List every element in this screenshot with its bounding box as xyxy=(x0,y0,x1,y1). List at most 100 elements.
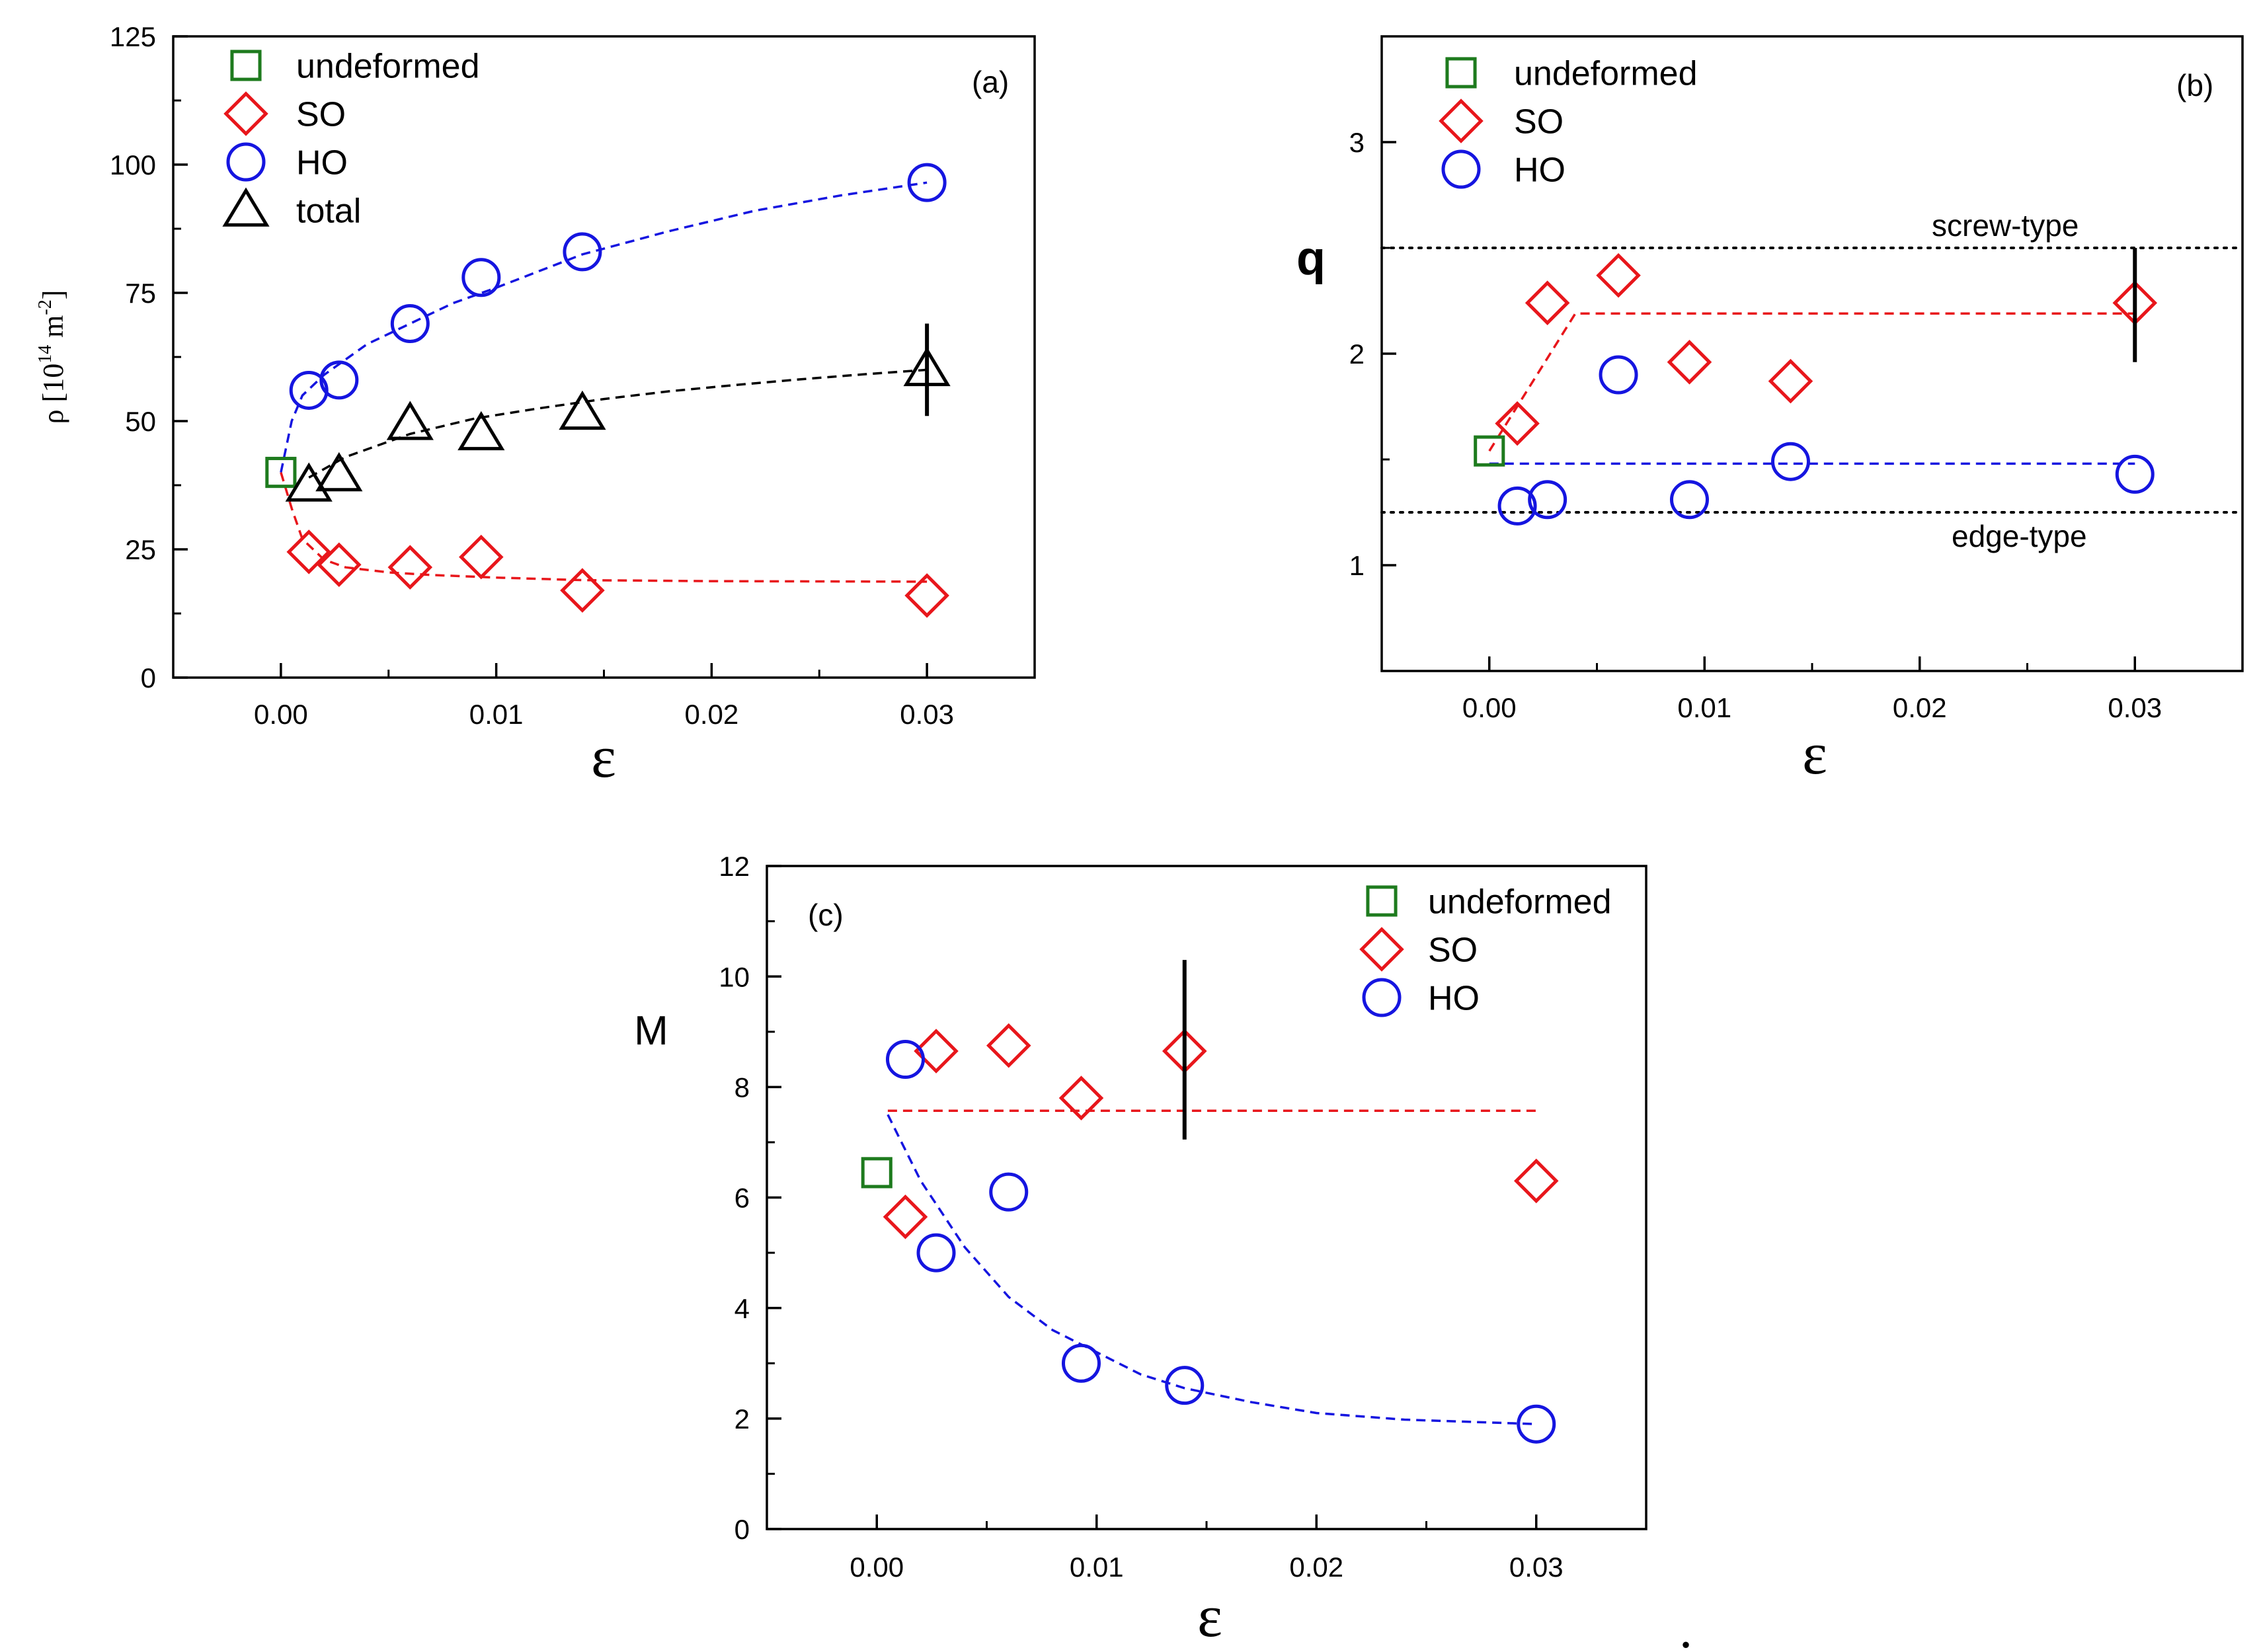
data-point-ho xyxy=(1517,1404,1556,1444)
legend-label: SO xyxy=(1428,931,1478,970)
y-tick-label: 8 xyxy=(734,1072,750,1103)
data-point-undeformed xyxy=(265,457,297,489)
data-point-ho xyxy=(1770,442,1810,481)
fit-curve xyxy=(308,368,928,479)
data-point-so xyxy=(387,545,433,590)
panel-label: (b) xyxy=(2176,68,2213,102)
legend-marker-undeformed xyxy=(230,50,262,81)
x-axis-label: ε xyxy=(1197,1584,1222,1649)
x-tick-label: 0.01 xyxy=(1070,1552,1124,1583)
y-tick-label: 0 xyxy=(141,662,156,693)
data-point-total xyxy=(457,411,505,451)
legend-marker-so xyxy=(223,91,268,136)
y-axis-label-part: m xyxy=(37,315,69,345)
legend-label: HO xyxy=(296,144,348,182)
data-point-ho xyxy=(1061,1343,1101,1383)
y-tick-label: 0 xyxy=(734,1514,750,1545)
y-tick-label: 2 xyxy=(1349,338,1365,370)
x-tick-label: 0.00 xyxy=(1462,692,1517,723)
data-point-so xyxy=(286,530,331,574)
data-point-total xyxy=(559,390,606,430)
legend-marker-so xyxy=(1439,98,1484,143)
y-tick-label: 100 xyxy=(110,149,156,180)
y-tick-label: 12 xyxy=(719,851,750,882)
y-tick-label: 125 xyxy=(110,21,156,52)
reference-line-label: edge-type xyxy=(1952,519,2087,553)
x-tick-label: 0.00 xyxy=(850,1552,904,1583)
data-point-ho xyxy=(916,1233,956,1273)
data-point-ho xyxy=(461,258,501,297)
legend-marker-total xyxy=(222,187,270,227)
fit-curve xyxy=(280,181,928,473)
x-tick-label: 0.00 xyxy=(254,699,308,730)
legend-marker-ho xyxy=(1362,978,1402,1017)
y-axis-label-part: ] xyxy=(37,290,69,300)
reference-line-label: screw-type xyxy=(1932,208,2079,243)
data-point-so xyxy=(560,568,605,613)
panel-label: (a) xyxy=(972,65,1009,99)
legend-marker-so xyxy=(1359,927,1404,972)
legend-label: total xyxy=(296,192,361,231)
data-point-ho xyxy=(2115,454,2155,494)
x-tick-label: 0.02 xyxy=(1289,1552,1343,1583)
plot-frame xyxy=(766,865,1647,1530)
legend-marker-undeformed xyxy=(1366,885,1398,917)
y-axis-label-part: ρ [10 xyxy=(37,364,69,424)
plot-frame xyxy=(1380,35,2244,672)
x-axis-label: ε xyxy=(591,725,616,790)
data-point-ho xyxy=(563,232,602,272)
fit-curve xyxy=(887,1114,1536,1425)
data-point-so xyxy=(883,1194,928,1239)
data-point-so xyxy=(914,1029,959,1074)
x-tick-label: 0.03 xyxy=(2108,692,2162,723)
y-tick-label: 25 xyxy=(125,534,156,565)
y-axis-label-part: -2 xyxy=(35,299,56,315)
x-tick-label: 0.01 xyxy=(1677,692,1731,723)
y-tick-label: 6 xyxy=(734,1183,750,1214)
data-point-total xyxy=(285,462,333,502)
legend-label: HO xyxy=(1514,151,1566,190)
panel-label: (c) xyxy=(808,898,844,932)
data-point-ho xyxy=(1497,486,1537,526)
stray-period-mark: . xyxy=(1679,1601,1692,1652)
data-point-so xyxy=(1513,1158,1559,1204)
legend-label: undeformed xyxy=(1514,55,1698,93)
legend-label: undeformed xyxy=(296,48,480,86)
legend-marker-undeformed xyxy=(1445,57,1477,89)
data-point-ho xyxy=(1165,1366,1205,1405)
x-tick-label: 0.01 xyxy=(469,699,524,730)
fit-curve xyxy=(1488,312,2135,452)
data-point-ho xyxy=(885,1040,925,1080)
data-point-total xyxy=(386,401,434,440)
legend-label: SO xyxy=(1514,103,1564,141)
y-tick-label: 75 xyxy=(125,278,156,309)
panel-c: 0 2 4 6 8 10 12 0.00 0.01 0.02 0.03 undeformed SO HO (… xyxy=(634,851,1647,1649)
data-point-so xyxy=(1667,340,1712,385)
y-tick-label: 4 xyxy=(734,1293,750,1324)
x-tick-label: 0.02 xyxy=(685,699,739,730)
data-point-undeformed xyxy=(1474,435,1505,467)
y-axis-label: q xyxy=(1296,232,1326,285)
panel-b: 1 2 3 0.00 0.01 0.02 0.03 screw-type edge-type un… xyxy=(1296,35,2244,787)
data-point-so xyxy=(986,1023,1031,1068)
y-axis-label-part: 14 xyxy=(35,345,56,364)
data-point-ho xyxy=(289,370,329,410)
y-tick-label: 10 xyxy=(719,961,750,992)
data-point-ho xyxy=(907,163,947,202)
y-tick-label: 3 xyxy=(1349,127,1365,158)
data-point-so xyxy=(904,573,949,618)
data-point-ho xyxy=(390,304,430,344)
data-point-ho xyxy=(989,1172,1029,1212)
x-tick-label: 0.03 xyxy=(900,699,954,730)
data-point-total xyxy=(315,452,363,492)
data-point-so xyxy=(1058,1076,1104,1121)
data-point-ho xyxy=(1599,355,1638,395)
legend-marker-ho xyxy=(226,142,266,182)
y-tick-label: 2 xyxy=(734,1403,750,1435)
data-point-ho xyxy=(1669,480,1709,520)
fit-curve xyxy=(280,472,928,583)
legend-marker-ho xyxy=(1441,149,1481,189)
data-point-undeformed xyxy=(861,1157,892,1189)
data-point-so xyxy=(1596,253,1641,298)
